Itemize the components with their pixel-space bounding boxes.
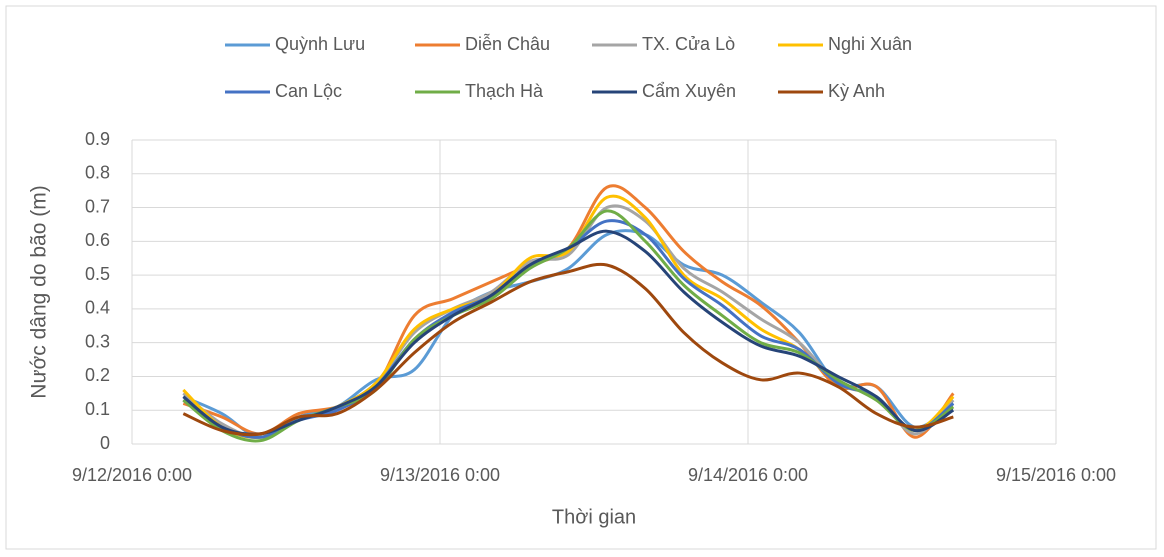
legend-label: Diễn Châu	[465, 33, 550, 54]
y-tick-label: 0.9	[85, 129, 110, 149]
legend-label: Nghi Xuân	[828, 34, 912, 54]
x-axis-title: Thời gian	[552, 506, 636, 528]
legend-label: TX. Cửa Lò	[642, 34, 735, 54]
series-line	[182, 262, 954, 437]
y-tick-label: 0.4	[85, 298, 110, 318]
y-tick-label: 0.6	[85, 230, 110, 250]
y-tick-label: 0.2	[85, 365, 110, 385]
y-axis-title: Nước dâng do bão (m)	[28, 185, 51, 398]
legend-label: Can Lộc	[275, 81, 342, 101]
legend-label: Thạch Hà	[465, 81, 544, 101]
x-tick-label: 9/13/2016 0:00	[380, 465, 500, 485]
legend-label: Quỳnh Lưu	[275, 34, 365, 54]
legend-label: Cẩm Xuyên	[642, 81, 736, 101]
y-tick-label: 0.8	[85, 163, 110, 183]
legend-label: Kỳ Anh	[828, 81, 885, 101]
y-tick-label: 0.1	[85, 399, 110, 419]
x-tick-label: 9/12/2016 0:00	[72, 465, 192, 485]
y-tick-label: 0.3	[85, 331, 110, 351]
y-tick-label: 0.7	[85, 196, 110, 216]
chart-border	[5, 5, 1157, 550]
y-tick-label: 0	[100, 433, 110, 453]
x-tick-label: 9/15/2016 0:00	[996, 465, 1116, 485]
y-tick-label: 0.5	[85, 264, 110, 284]
x-tick-label: 9/14/2016 0:00	[688, 465, 808, 485]
